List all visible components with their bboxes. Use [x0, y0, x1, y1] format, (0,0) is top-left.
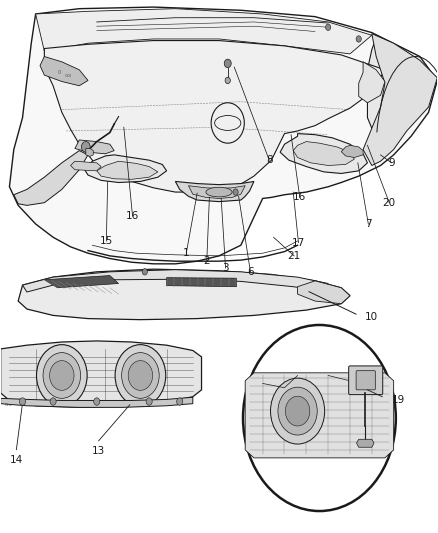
Polygon shape	[293, 142, 354, 165]
Circle shape	[286, 396, 310, 426]
Circle shape	[177, 398, 183, 405]
Polygon shape	[97, 161, 158, 179]
Polygon shape	[86, 149, 93, 157]
Text: One: One	[5, 403, 13, 407]
Circle shape	[122, 353, 159, 398]
Circle shape	[81, 142, 90, 152]
Circle shape	[19, 398, 25, 405]
Circle shape	[225, 77, 230, 84]
Circle shape	[243, 325, 396, 511]
Circle shape	[271, 378, 325, 444]
Circle shape	[146, 398, 152, 405]
Text: 3: 3	[222, 263, 229, 273]
Text: 14: 14	[9, 455, 23, 465]
Polygon shape	[18, 269, 350, 320]
Polygon shape	[84, 155, 166, 182]
Circle shape	[94, 398, 100, 405]
Circle shape	[278, 387, 317, 435]
Polygon shape	[71, 161, 101, 171]
Polygon shape	[367, 38, 428, 139]
Text: 20: 20	[383, 198, 396, 208]
Circle shape	[128, 361, 152, 390]
Circle shape	[49, 361, 74, 390]
Circle shape	[43, 353, 81, 398]
Polygon shape	[1, 397, 193, 407]
Circle shape	[50, 398, 56, 405]
Circle shape	[36, 345, 87, 406]
Polygon shape	[14, 151, 88, 205]
Text: 0: 0	[58, 70, 61, 75]
Circle shape	[115, 345, 166, 406]
FancyBboxPatch shape	[356, 370, 375, 390]
Text: 17: 17	[292, 238, 305, 247]
Text: 1: 1	[183, 248, 190, 258]
Polygon shape	[44, 41, 385, 192]
Polygon shape	[40, 56, 88, 86]
Text: 13: 13	[92, 446, 106, 456]
Text: 2: 2	[204, 256, 210, 266]
Polygon shape	[359, 62, 385, 103]
Circle shape	[325, 24, 331, 30]
Circle shape	[142, 269, 148, 275]
Ellipse shape	[206, 187, 232, 197]
Text: 19: 19	[392, 395, 405, 406]
Polygon shape	[297, 281, 350, 304]
Circle shape	[224, 59, 231, 68]
Polygon shape	[75, 140, 114, 154]
Circle shape	[211, 103, 244, 143]
Text: 10: 10	[365, 312, 378, 322]
Circle shape	[356, 36, 361, 42]
Polygon shape	[363, 34, 437, 165]
Polygon shape	[280, 134, 367, 173]
Polygon shape	[357, 439, 374, 447]
Polygon shape	[166, 278, 237, 287]
Circle shape	[233, 189, 238, 195]
FancyBboxPatch shape	[349, 366, 383, 394]
Polygon shape	[35, 9, 372, 54]
Text: CX8: CX8	[65, 74, 72, 78]
Text: 16: 16	[126, 211, 139, 221]
Text: 21: 21	[287, 251, 301, 261]
Polygon shape	[22, 270, 328, 292]
Text: 9: 9	[388, 158, 395, 168]
Polygon shape	[341, 146, 363, 158]
Text: 8: 8	[266, 155, 272, 165]
Polygon shape	[1, 341, 201, 407]
Polygon shape	[44, 276, 119, 288]
Text: 7: 7	[365, 219, 371, 229]
Text: 16: 16	[293, 192, 307, 203]
Text: 15: 15	[100, 236, 113, 246]
Polygon shape	[10, 7, 437, 264]
Text: 6: 6	[247, 267, 254, 277]
Polygon shape	[175, 181, 254, 201]
Polygon shape	[188, 185, 245, 198]
Polygon shape	[245, 373, 394, 458]
